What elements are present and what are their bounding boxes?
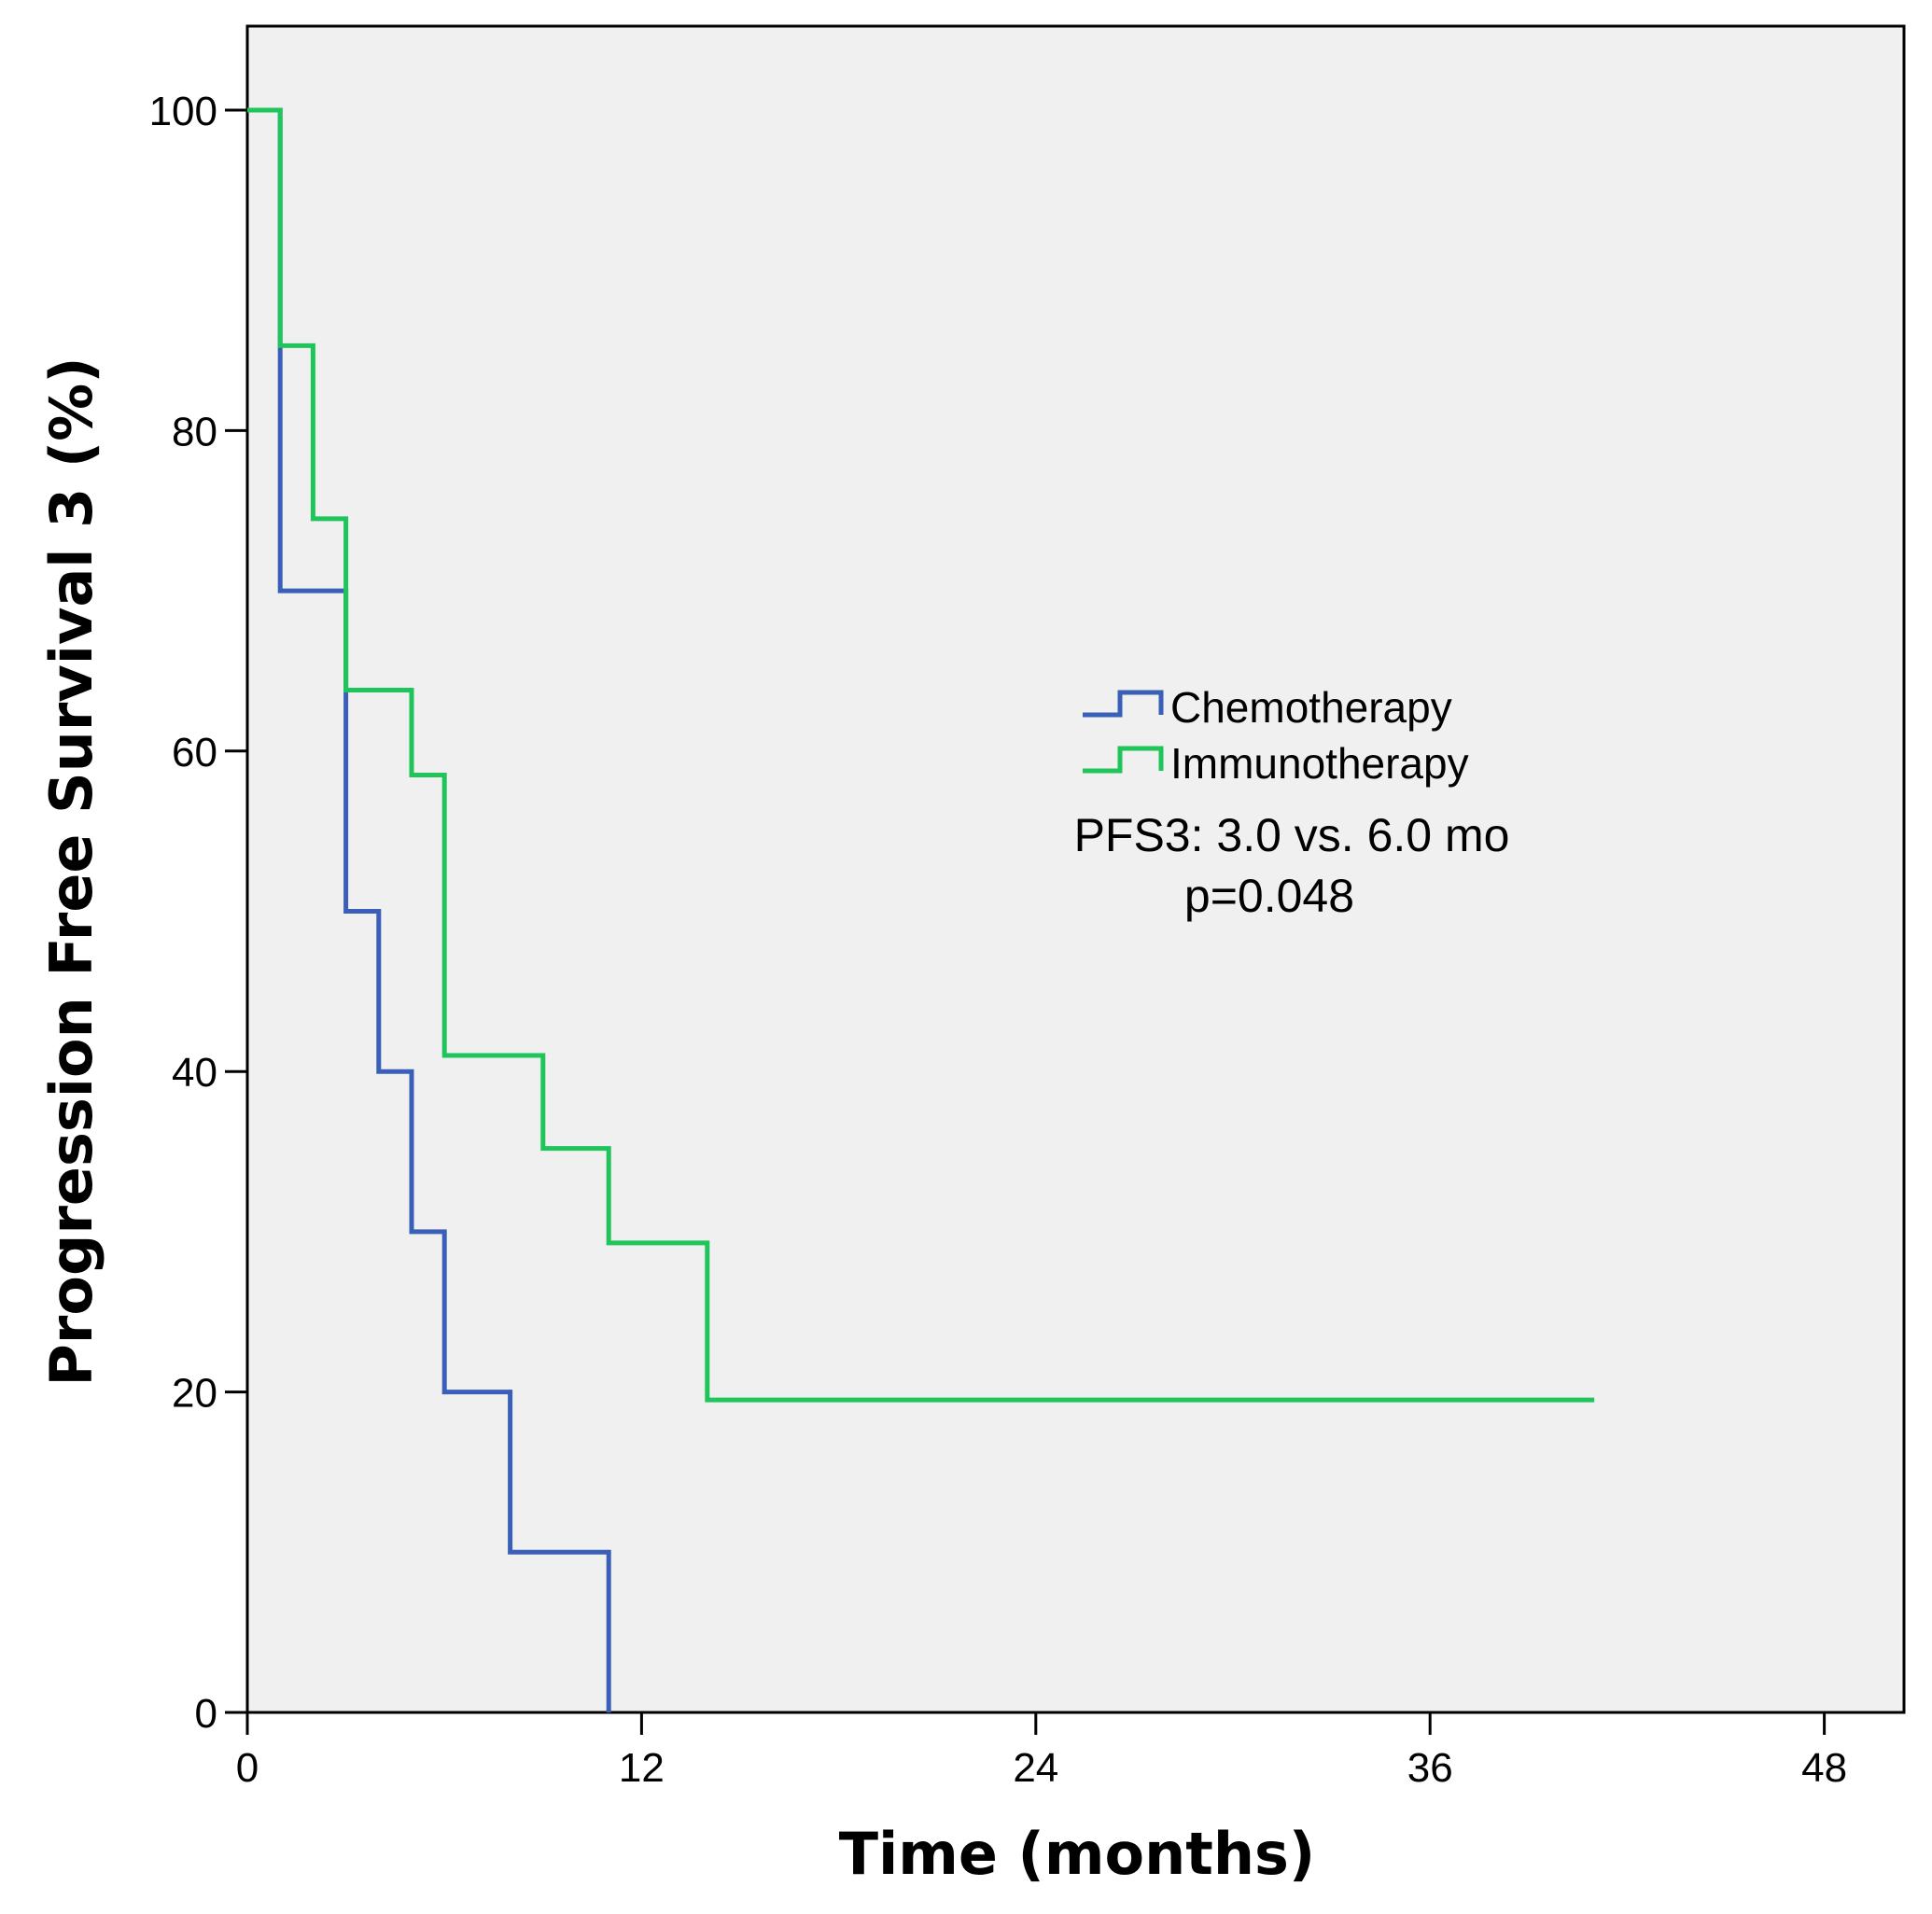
y-axis-ticks: 0 20 40 60 80 100 <box>149 89 247 1737</box>
legend-label-chemotherapy: Chemotherapy <box>1170 683 1452 732</box>
x-tick-label: 48 <box>1801 1745 1847 1791</box>
x-tick-label: 0 <box>236 1745 259 1791</box>
x-axis-title: Time (months) <box>839 1820 1315 1888</box>
y-tick-label: 20 <box>172 1371 217 1417</box>
x-axis-ticks: 0 12 24 36 48 <box>236 1712 1847 1791</box>
legend-swatch-immunotherapy <box>1083 746 1164 774</box>
x-tick-label: 24 <box>1013 1745 1058 1791</box>
y-tick-label: 0 <box>195 1691 217 1737</box>
y-tick-label: 40 <box>172 1050 217 1096</box>
y-tick-label: 80 <box>172 409 217 454</box>
legend-swatch-chemotherapy <box>1083 690 1164 718</box>
series-line-immunotherapy <box>247 107 1595 1403</box>
annotation-pfs3: PFS3: 3.0 vs. 6.0 mo <box>1074 809 1510 861</box>
legend-label-immunotherapy: Immunotherapy <box>1170 739 1469 788</box>
annotation-p-value: p=0.048 <box>1184 870 1354 922</box>
y-axis-title: Progression Free Survival 3 (%) <box>37 356 105 1386</box>
x-tick-label: 12 <box>619 1745 665 1791</box>
plot-area <box>245 24 1906 1714</box>
x-tick-label: 36 <box>1407 1745 1453 1791</box>
y-tick-label: 60 <box>172 730 217 775</box>
legend: Chemotherapy Immunotherapy <box>1083 683 1469 788</box>
series-line-chemotherapy <box>247 107 611 1712</box>
series-layer <box>247 107 1595 1712</box>
y-tick-label: 100 <box>149 89 217 134</box>
